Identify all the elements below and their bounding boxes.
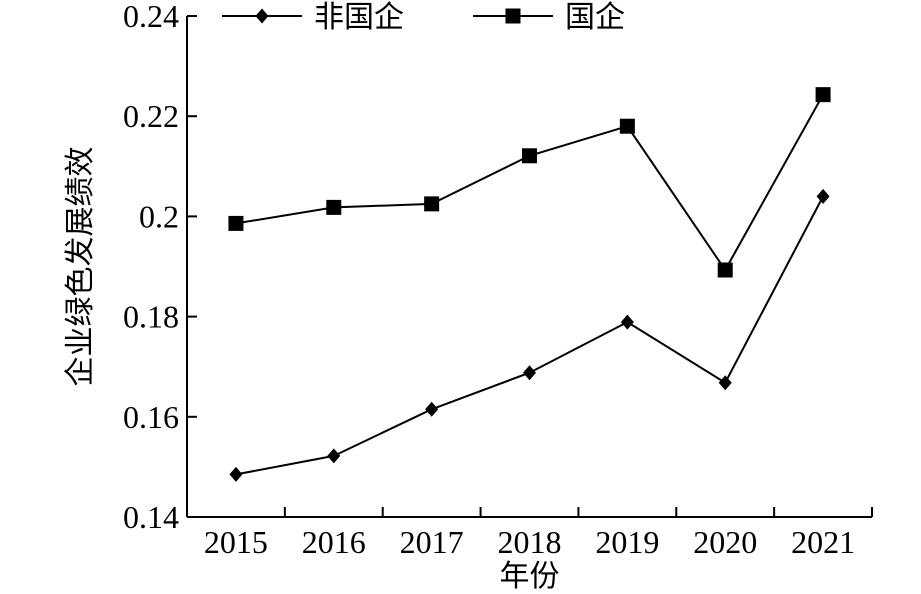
x-axis-title: 年份 (500, 559, 560, 594)
square-marker (522, 148, 537, 164)
y-tick-label: 0.2 (139, 198, 179, 234)
legend-item: 国企 (473, 0, 625, 35)
legend-item: 非国企 (222, 0, 404, 35)
square-marker (424, 196, 440, 212)
diamond-marker (718, 375, 732, 391)
series-line (235, 195, 824, 476)
plot-area (228, 87, 831, 482)
x-tick-label: 2021 (791, 524, 855, 560)
y-tick-label: 0.18 (123, 299, 179, 335)
diamond-marker (816, 188, 830, 204)
diamond-marker (327, 448, 341, 464)
y-axis-title: 企业绿色发展绩效 (63, 147, 98, 387)
series-square (228, 87, 831, 278)
x-tick-label: 2018 (498, 524, 562, 560)
y-tick-label: 0.24 (123, 0, 179, 34)
square-marker (619, 118, 635, 134)
x-tick-label: 2019 (595, 524, 659, 560)
diamond-marker (620, 314, 634, 330)
square-marker (326, 199, 342, 215)
diamond-marker (229, 466, 243, 482)
diamond-marker (425, 401, 439, 417)
y-tick-label: 0.14 (123, 499, 179, 535)
x-tick-label: 2015 (204, 524, 268, 560)
x-tick-label: 2017 (400, 524, 464, 560)
legend-label: 国企 (565, 0, 625, 35)
y-tick-label: 0.22 (123, 98, 179, 134)
series-diamond (229, 188, 830, 482)
square-marker (815, 87, 831, 103)
square-marker (228, 215, 244, 231)
series-line (235, 94, 824, 272)
x-tick-label: 2016 (302, 524, 366, 560)
x-axis: 2015 2016 2017 2018 2019 2020 2021 (186, 507, 873, 560)
diamond-marker (523, 365, 536, 381)
diamond-marker (255, 8, 269, 24)
legend-label: 非国企 (314, 0, 404, 35)
y-axis: 0.14 0.16 0.18 0.2 0.22 0.24 (123, 0, 197, 535)
y-tick-label: 0.16 (123, 399, 179, 435)
legend: 非国企 国企 (222, 0, 625, 35)
square-marker (505, 8, 521, 24)
square-marker (717, 262, 733, 278)
x-tick-label: 2020 (693, 524, 757, 560)
